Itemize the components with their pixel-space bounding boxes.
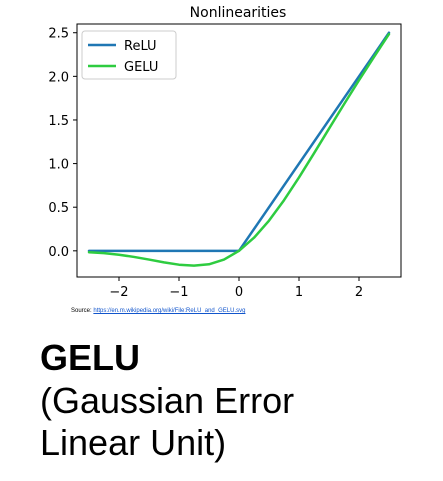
source-link[interactable]: https://en.m.wikipedia.org/wiki/File:ReL… (93, 308, 246, 314)
y-tick-label: 2.5 (48, 27, 69, 42)
slide-heading: GELU (Gaussian Error Linear Unit) (40, 336, 440, 464)
x-axis-ticks: −2 −1 0 1 2 (109, 277, 363, 300)
heading-line-2: Linear Unit) (40, 422, 227, 463)
nonlinearities-chart: Nonlinearities −2 −1 0 1 2 0.0 0.5 1.0 1.5 2.0 2.… (48, 5, 402, 300)
source-label: Source: (71, 308, 92, 314)
y-axis-ticks: 0.0 0.5 1.0 1.5 2.0 2.5 (48, 27, 77, 260)
heading-line-1: (Gaussian Error (40, 380, 295, 421)
legend: ReLU GELU (81, 30, 177, 80)
x-tick-label: −2 (109, 285, 128, 300)
plot-lines (87, 31, 391, 267)
legend-label-gelu: GELU (124, 60, 158, 75)
y-tick-label: 2.0 (48, 70, 69, 85)
legend-label-relu: ReLU (124, 39, 157, 54)
y-tick-label: 0.0 (48, 245, 69, 260)
y-tick-label: 1.0 (48, 158, 69, 173)
y-tick-label: 0.5 (48, 201, 69, 216)
x-tick-label: 2 (355, 285, 363, 300)
series-line-gelu (87, 32, 391, 267)
y-tick-label: 1.5 (48, 114, 69, 129)
heading-title: GELU (40, 337, 141, 378)
chart-title: Nonlinearities (190, 5, 287, 21)
x-tick-label: −1 (169, 285, 188, 300)
x-tick-label: 0 (235, 285, 243, 300)
x-tick-label: 1 (295, 285, 303, 300)
source-note: Source: https://en.m.wikipedia.org/wiki/… (71, 308, 245, 314)
